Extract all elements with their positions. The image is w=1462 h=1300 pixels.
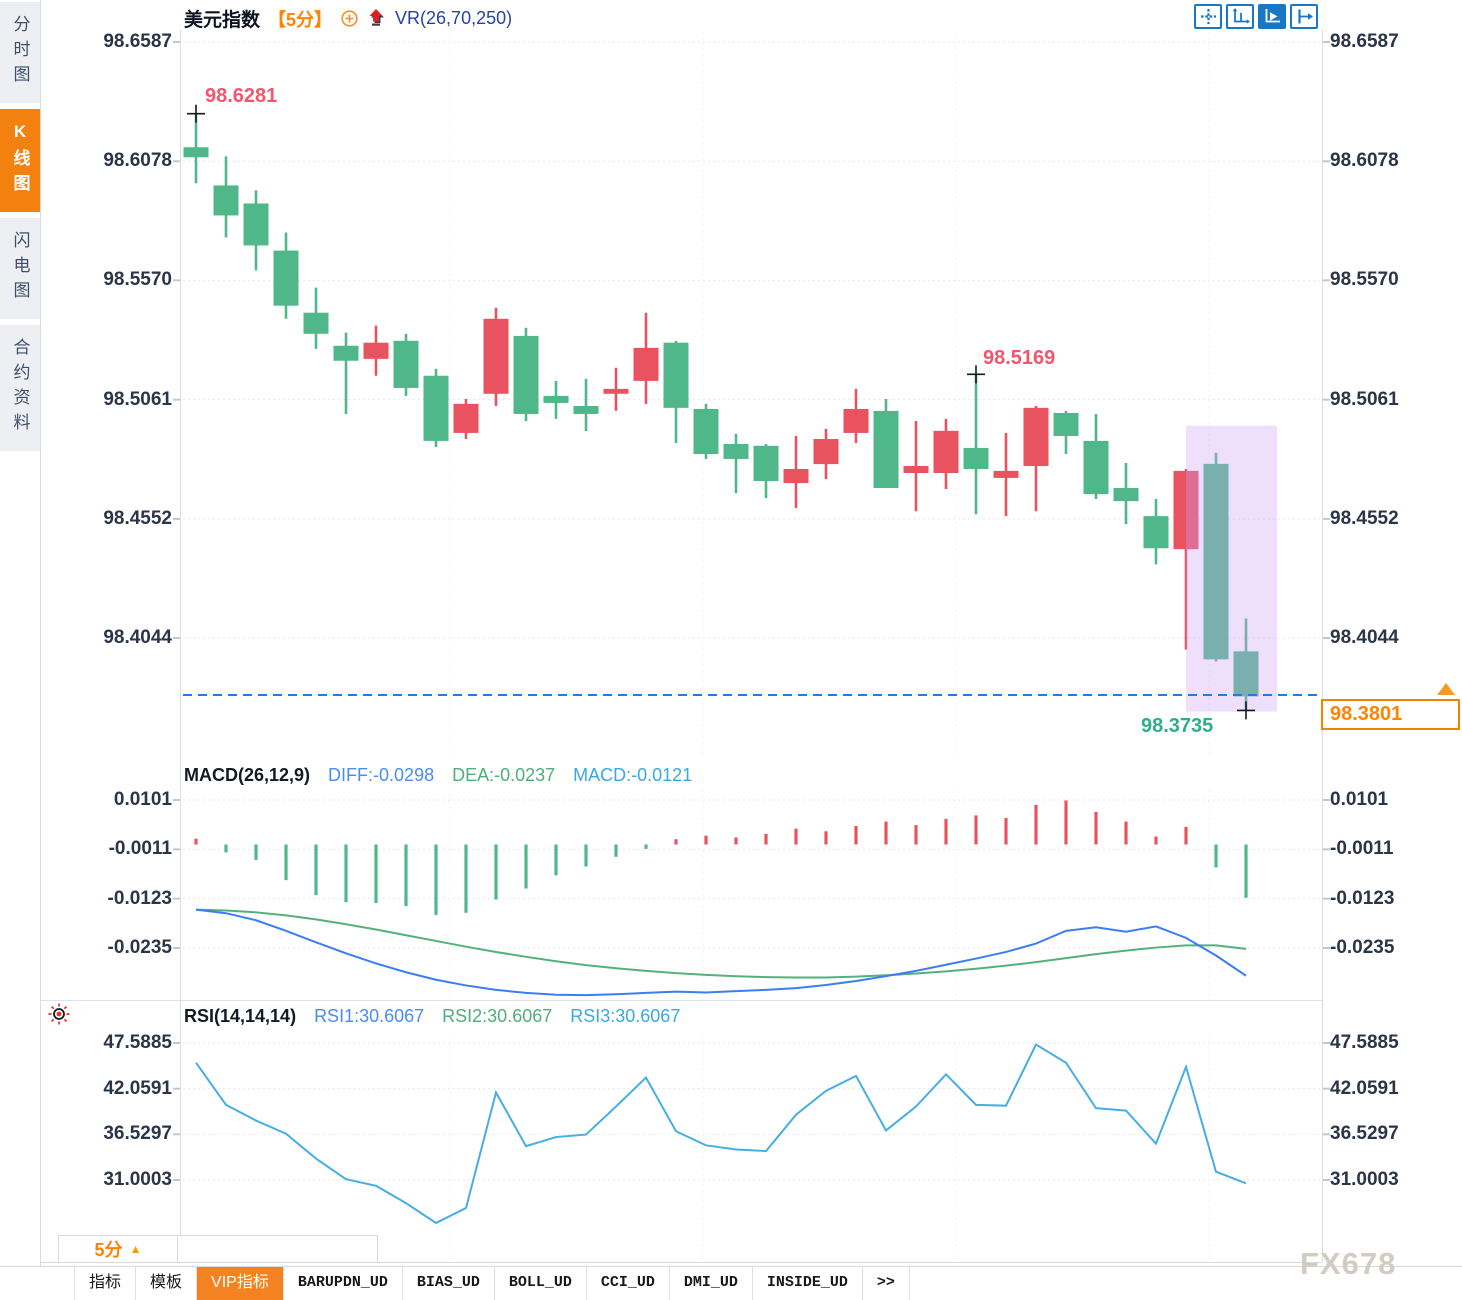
macd-header: MACD(26,12,9) DIFF:-0.0298 DEA:-0.0237 M… — [184, 765, 692, 786]
y-axis-label: 36.5297 — [1330, 1123, 1399, 1145]
plus-circle-icon[interactable] — [340, 9, 359, 28]
period-selector-label: 5分 — [94, 1240, 123, 1260]
y-axis-label: 47.5885 — [1330, 1032, 1399, 1053]
period-selector-box: 5分 ▲ — [58, 1235, 378, 1263]
y-axis-label: 98.4552 — [1330, 507, 1399, 529]
y-axis-label: -0.0123 — [1330, 887, 1395, 909]
tab-indicators[interactable]: 指标 — [74, 1267, 137, 1300]
macd-title[interactable]: MACD(26,12,9) — [184, 765, 311, 785]
rsi-title[interactable]: RSI(14,14,14) — [184, 1006, 297, 1026]
y-axis-label: -0.0011 — [1330, 838, 1394, 860]
rsi2-value: RSI2:30.6067 — [442, 1006, 553, 1026]
price-marker-arrow — [1437, 683, 1455, 695]
sidebar-item-label: 合约资料 — [10, 338, 30, 438]
macd-dea-value: DEA:-0.0237 — [452, 765, 556, 785]
main-chart-title: 美元指数 【5分】 VR(26,70,250) — [184, 5, 512, 32]
tab-templates[interactable]: 模板 — [136, 1267, 198, 1300]
rsi3-value: RSI3:30.6067 — [570, 1006, 681, 1026]
y-axis-label: 42.0591 — [103, 1077, 172, 1099]
y-axis-label: 98.4044 — [103, 627, 172, 648]
y-axis-label: 98.6587 — [103, 31, 172, 52]
y-axis-label: -0.0235 — [107, 937, 172, 958]
rsi-header: RSI(14,14,14) RSI1:30.6067 RSI2:30.6067 … — [184, 1006, 680, 1027]
up-arrow-icon — [367, 7, 387, 30]
macd-diff-value: DIFF:-0.0298 — [328, 765, 435, 785]
y-axis-label: 47.5885 — [103, 1032, 172, 1053]
sidebar-item-kline-chart[interactable]: K线图 — [0, 109, 40, 212]
tab-inside-ud[interactable]: INSIDE_UD — [753, 1267, 863, 1300]
y-axis-label: 0.0101 — [113, 789, 172, 810]
y-axis-label: 98.5570 — [1330, 269, 1399, 291]
sidebar-item-label: 分时图 — [10, 15, 30, 90]
macd-hist-value: MACD:-0.0121 — [573, 765, 693, 785]
y-axis-label: 98.5061 — [1330, 388, 1399, 410]
y-axis-label: 0.0101 — [1330, 789, 1389, 810]
tab-more[interactable]: >> — [863, 1267, 910, 1300]
rsi1-value: RSI1:30.6067 — [314, 1006, 425, 1026]
y-axis-label: 98.5570 — [103, 269, 172, 291]
price-annotation-low: 98.3735 — [1141, 715, 1214, 737]
symbol-name: 美元指数 — [184, 10, 261, 31]
y-axis-label: -0.0011 — [108, 838, 172, 860]
tab-dmi-ud[interactable]: DMI_UD — [670, 1267, 753, 1300]
watermark: FX678 — [1300, 1246, 1397, 1281]
vr-indicator-label: VR(26,70,250) — [395, 8, 513, 28]
sidebar: 分时图 K线图 闪电图 合约资料 — [0, 2, 40, 451]
crosshair-button[interactable] — [1194, 4, 1222, 29]
y-axis-label: 42.0591 — [1330, 1077, 1399, 1099]
y-axis-label: 98.6078 — [1330, 150, 1399, 172]
indicator-settings-icon[interactable] — [47, 1002, 71, 1031]
sidebar-item-label: 闪电图 — [10, 231, 30, 306]
tab-vip-indicators[interactable]: VIP指标 — [197, 1267, 284, 1300]
axis-scale-button[interactable] — [1226, 4, 1254, 29]
triangle-up-icon: ▲ — [129, 1242, 142, 1256]
y-axis-label: 31.0003 — [1330, 1169, 1399, 1190]
sidebar-item-flash-chart[interactable]: 闪电图 — [0, 218, 40, 319]
period-tag[interactable]: 【5分】 — [268, 9, 333, 30]
bottom-tab-bar: 指标 模板 VIP指标 BARUPDN_UD BIAS_UD BOLL_UD CCI_UD D… — [0, 1266, 1462, 1300]
tab-bias-ud[interactable]: BIAS_UD — [403, 1267, 495, 1300]
tab-boll-ud[interactable]: BOLL_UD — [495, 1267, 587, 1300]
pan-right-button[interactable] — [1290, 4, 1318, 29]
price-annotation-high: 98.5169 — [983, 347, 1056, 369]
price-annotation-high: 98.6281 — [205, 85, 278, 107]
y-axis-label: 36.5297 — [103, 1123, 172, 1145]
sidebar-item-label: K线图 — [10, 122, 30, 199]
y-axis-label: 31.0003 — [103, 1169, 172, 1190]
tab-cci-ud[interactable]: CCI_UD — [587, 1267, 670, 1300]
y-axis-label: -0.0235 — [1330, 937, 1395, 958]
y-axis-label: 98.5061 — [103, 388, 172, 410]
axis-play-button[interactable] — [1258, 4, 1286, 29]
y-axis-label: -0.0123 — [107, 887, 172, 909]
y-axis-label: 98.6078 — [103, 150, 172, 172]
y-axis-label: 98.6587 — [1330, 31, 1399, 52]
sidebar-item-contract-info[interactable]: 合约资料 — [0, 325, 40, 451]
y-axis-label: 98.4552 — [103, 507, 172, 529]
chart-toolbar — [1194, 4, 1318, 29]
tab-barupdn-ud[interactable]: BARUPDN_UD — [284, 1267, 403, 1300]
last-price-tag: 98.3801 — [1321, 699, 1460, 730]
period-selector[interactable]: 5分 ▲ — [59, 1236, 178, 1262]
sidebar-item-time-chart[interactable]: 分时图 — [0, 2, 40, 103]
y-axis-label: 98.4044 — [1330, 627, 1399, 648]
